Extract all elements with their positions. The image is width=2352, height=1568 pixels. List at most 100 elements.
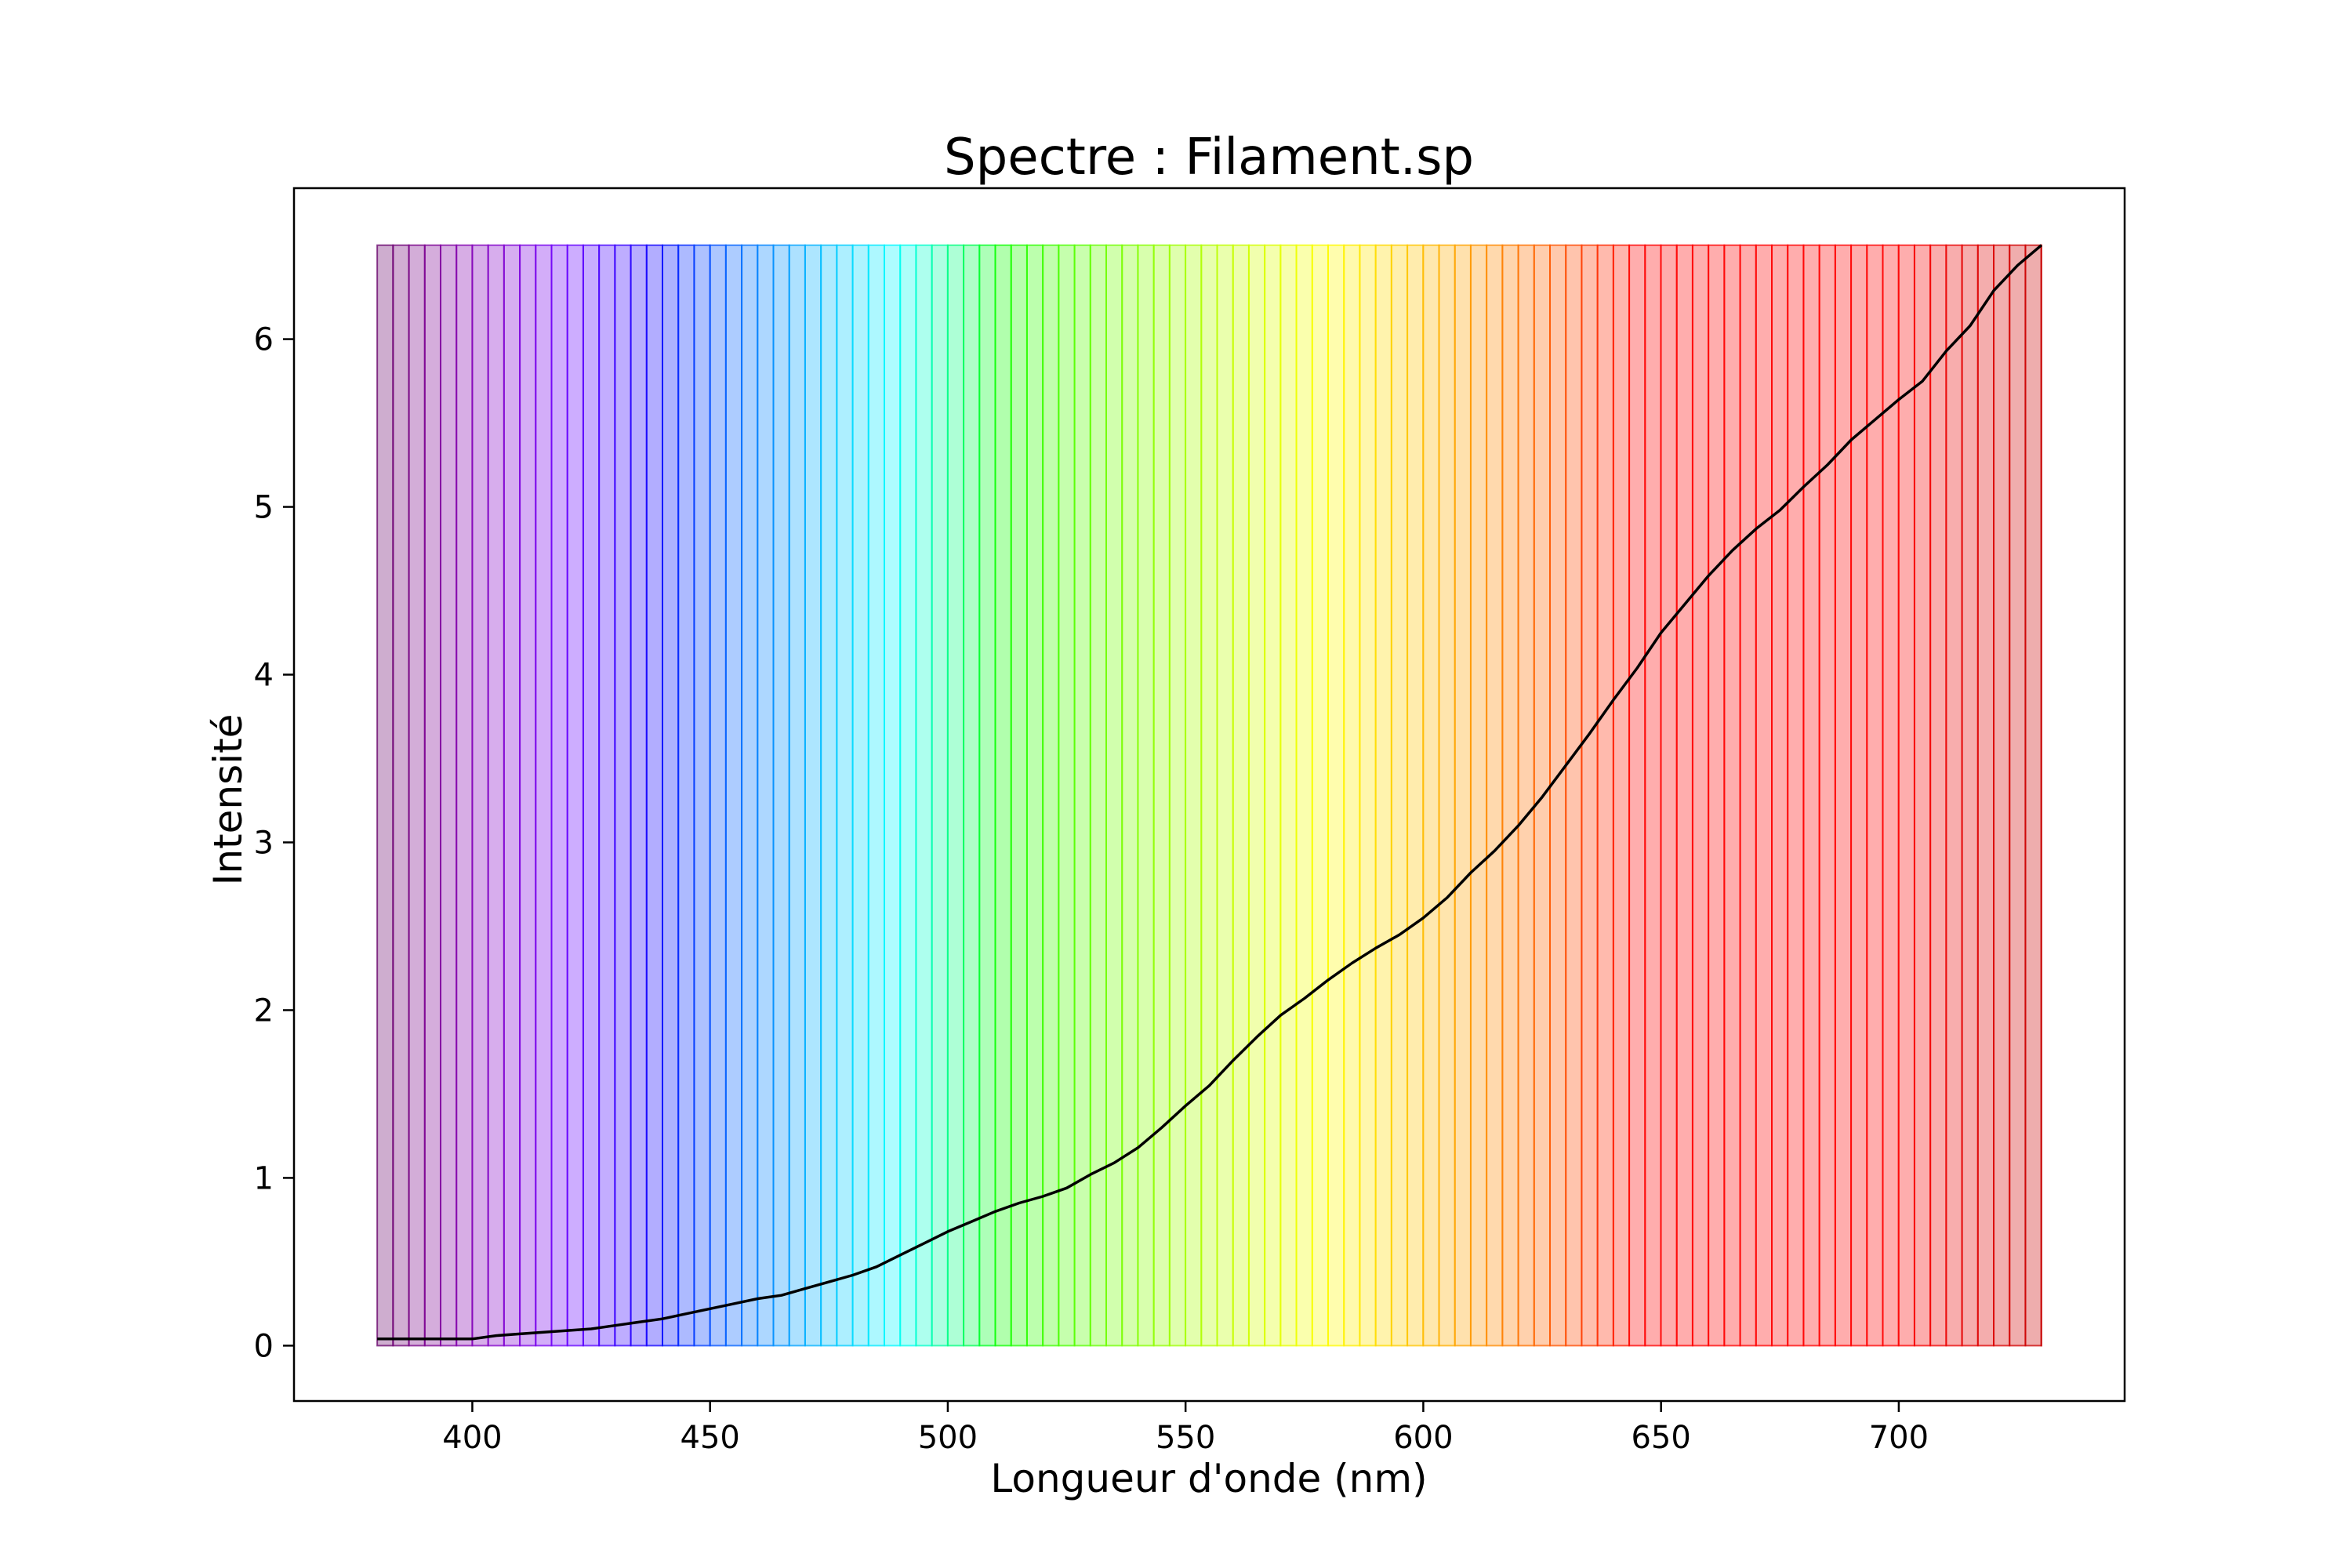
spectrum-band	[598, 244, 616, 1347]
spectrum-band	[1945, 244, 1963, 1347]
spectrum-band	[471, 244, 489, 1347]
spectrum-band	[1152, 244, 1171, 1347]
spectrum-band	[741, 244, 759, 1347]
spectrum-band	[1581, 244, 1599, 1347]
spectrum-band	[1279, 244, 1298, 1347]
y-tick-label: 0	[254, 1328, 274, 1364]
spectrum-band	[1787, 244, 1805, 1347]
spectrum-band	[867, 244, 885, 1347]
spectrum-band	[1200, 244, 1218, 1347]
x-tick-label: 700	[1869, 1420, 1929, 1456]
spectrum-band	[1327, 244, 1345, 1347]
spectrum-band	[582, 244, 601, 1347]
spectrum-band	[1058, 244, 1076, 1347]
x-tick-label: 650	[1631, 1420, 1690, 1456]
spectrum-band	[1644, 244, 1662, 1347]
spectrum-band	[1454, 244, 1472, 1347]
spectrum-band	[820, 244, 838, 1347]
spectrum-band	[1802, 244, 1820, 1347]
y-tick-label: 1	[254, 1160, 274, 1196]
spectrum-band	[1612, 244, 1631, 1347]
spectrum-band	[1469, 244, 1488, 1347]
spectrum-band	[677, 244, 695, 1347]
spectrum-band	[1010, 244, 1028, 1347]
spectrum-band	[487, 244, 505, 1347]
spectrum-band	[1739, 244, 1757, 1347]
spectrum-band	[392, 244, 410, 1347]
spectrum-band	[1976, 244, 1995, 1347]
spectrum-band	[456, 244, 474, 1347]
spectrum-band	[1390, 244, 1409, 1347]
x-tick-label: 450	[681, 1420, 740, 1456]
spectrum-band	[1834, 244, 1853, 1347]
spectrum-band	[1961, 244, 1979, 1347]
spectrum-band	[978, 244, 996, 1347]
spectrum-band	[772, 244, 790, 1347]
x-tick-label: 550	[1156, 1420, 1215, 1456]
spectrum-band	[1025, 244, 1044, 1347]
spectrum-band	[1660, 244, 1678, 1347]
spectrum-band	[1121, 244, 1139, 1347]
spectrum-band	[645, 244, 663, 1347]
spectrum-band	[1929, 244, 1947, 1347]
spectrum-band	[1406, 244, 1425, 1347]
spectrum-band	[693, 244, 711, 1347]
spectrum-band	[1105, 244, 1123, 1347]
chart-title: Spectre : Filament.sp	[944, 129, 1474, 187]
spectrum-band	[994, 244, 1012, 1347]
spectrum-band	[804, 244, 822, 1347]
x-tick-label: 500	[918, 1420, 978, 1456]
spectrum-band	[1723, 244, 1741, 1347]
spectrum-band	[899, 244, 917, 1347]
spectrum-band	[1295, 244, 1313, 1347]
spectrum-band	[1771, 244, 1789, 1347]
x-tick-label: 600	[1393, 1420, 1453, 1456]
spectrum-band	[1565, 244, 1583, 1347]
spectrum-band	[1708, 244, 1726, 1347]
spectrum-band	[1343, 244, 1361, 1347]
spectrum-band	[1185, 244, 1203, 1347]
spectrum-band	[1549, 244, 1567, 1347]
spectrum-band	[1137, 244, 1155, 1347]
spectrum-band	[1359, 244, 1377, 1347]
spectrum-band	[1517, 244, 1535, 1347]
spectrum-band	[1501, 244, 1519, 1347]
spectrum-band	[519, 244, 537, 1347]
spectrum-band	[851, 244, 869, 1347]
spectrum-band	[1850, 244, 1868, 1347]
spectrum-band	[2009, 244, 2027, 1347]
plot-frame	[292, 187, 2126, 1403]
spectrum-band	[614, 244, 632, 1347]
spectrum-band	[1691, 244, 1710, 1347]
spectrum-band	[535, 244, 553, 1347]
spectrum-band	[1168, 244, 1187, 1347]
spectrum-band	[1993, 244, 2011, 1347]
spectrum-band	[1818, 244, 1836, 1347]
intensity-line	[377, 244, 2043, 1341]
spectrum-band	[1897, 244, 1915, 1347]
spectrum-band	[1866, 244, 1884, 1347]
spectrum-band	[1438, 244, 1456, 1347]
spectrum-band	[566, 244, 584, 1347]
x-axis: 400 450 500 550 600 650 700	[442, 1401, 1929, 1456]
spectrum-band	[630, 244, 648, 1347]
y-tick-label: 5	[254, 490, 274, 526]
spectrum-band	[931, 244, 949, 1347]
spectrum-band	[2024, 244, 2042, 1347]
spectrum-band	[661, 244, 680, 1347]
spectrum-band	[1913, 244, 1932, 1347]
spectrum-band	[788, 244, 806, 1347]
spectrum-band	[423, 244, 441, 1347]
spectrum-band	[1216, 244, 1234, 1347]
y-tick-label: 3	[254, 825, 274, 861]
spectrum-band	[1089, 244, 1108, 1347]
y-axis: 0 1 2 3 4 5 6	[254, 322, 294, 1364]
spectrum-band	[1247, 244, 1266, 1347]
spectrum-band	[1596, 244, 1614, 1347]
spectrum-band	[963, 244, 981, 1347]
y-tick-label: 2	[254, 993, 274, 1029]
spectrum-band	[1486, 244, 1504, 1347]
spectrum-band	[883, 244, 902, 1347]
y-axis-label: Intensité	[205, 714, 251, 886]
